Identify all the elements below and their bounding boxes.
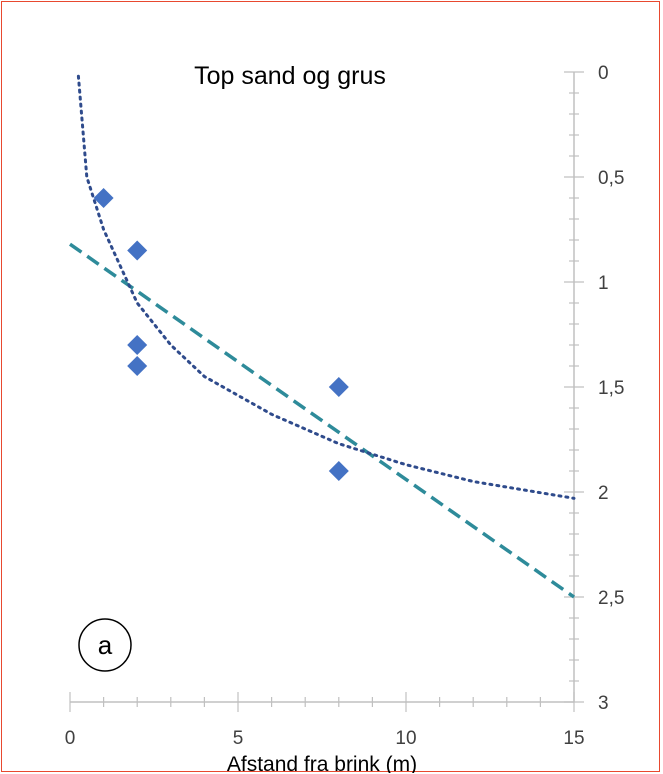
x-tick-label: 0 xyxy=(65,728,76,749)
y-tick-label: 0,5 xyxy=(598,168,624,189)
annotation-badge: a xyxy=(78,618,132,672)
linear-trendline-path xyxy=(68,242,576,599)
x-tick-label: 10 xyxy=(395,728,416,749)
y-tick-label: 1,5 xyxy=(598,378,624,399)
data-point xyxy=(328,461,349,481)
annotation-label: a xyxy=(98,630,113,660)
y-tick-label: 2,5 xyxy=(598,588,624,609)
axes: 0 5 10 15 0 0,5 1 1,5 2 2,5 3 xyxy=(65,63,625,749)
y-tick-label: 1 xyxy=(598,273,609,294)
log-trendline-path xyxy=(76,74,576,500)
annotation-circle xyxy=(78,618,132,672)
data-point xyxy=(127,335,148,355)
chart-title: Top sand og grus xyxy=(194,62,386,90)
y-tick-label: 3 xyxy=(598,693,609,714)
x-axis-title: Afstand fra brink (m) xyxy=(227,753,417,773)
data-point xyxy=(93,188,114,208)
x-tick-label: 15 xyxy=(563,728,584,749)
x-tick-label: 5 xyxy=(233,728,244,749)
y-tick-label: 0 xyxy=(598,63,609,84)
data-point xyxy=(127,240,148,261)
y-tick-label: 2 xyxy=(598,483,609,504)
data-point xyxy=(127,356,148,376)
log-trendline xyxy=(76,74,576,500)
data-points xyxy=(93,188,349,481)
data-point xyxy=(328,377,349,397)
linear-trendline xyxy=(68,242,576,599)
